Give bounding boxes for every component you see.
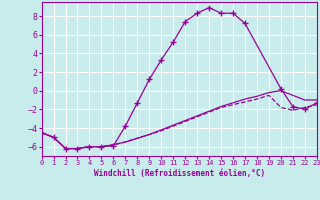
X-axis label: Windchill (Refroidissement éolien,°C): Windchill (Refroidissement éolien,°C) (94, 169, 265, 178)
